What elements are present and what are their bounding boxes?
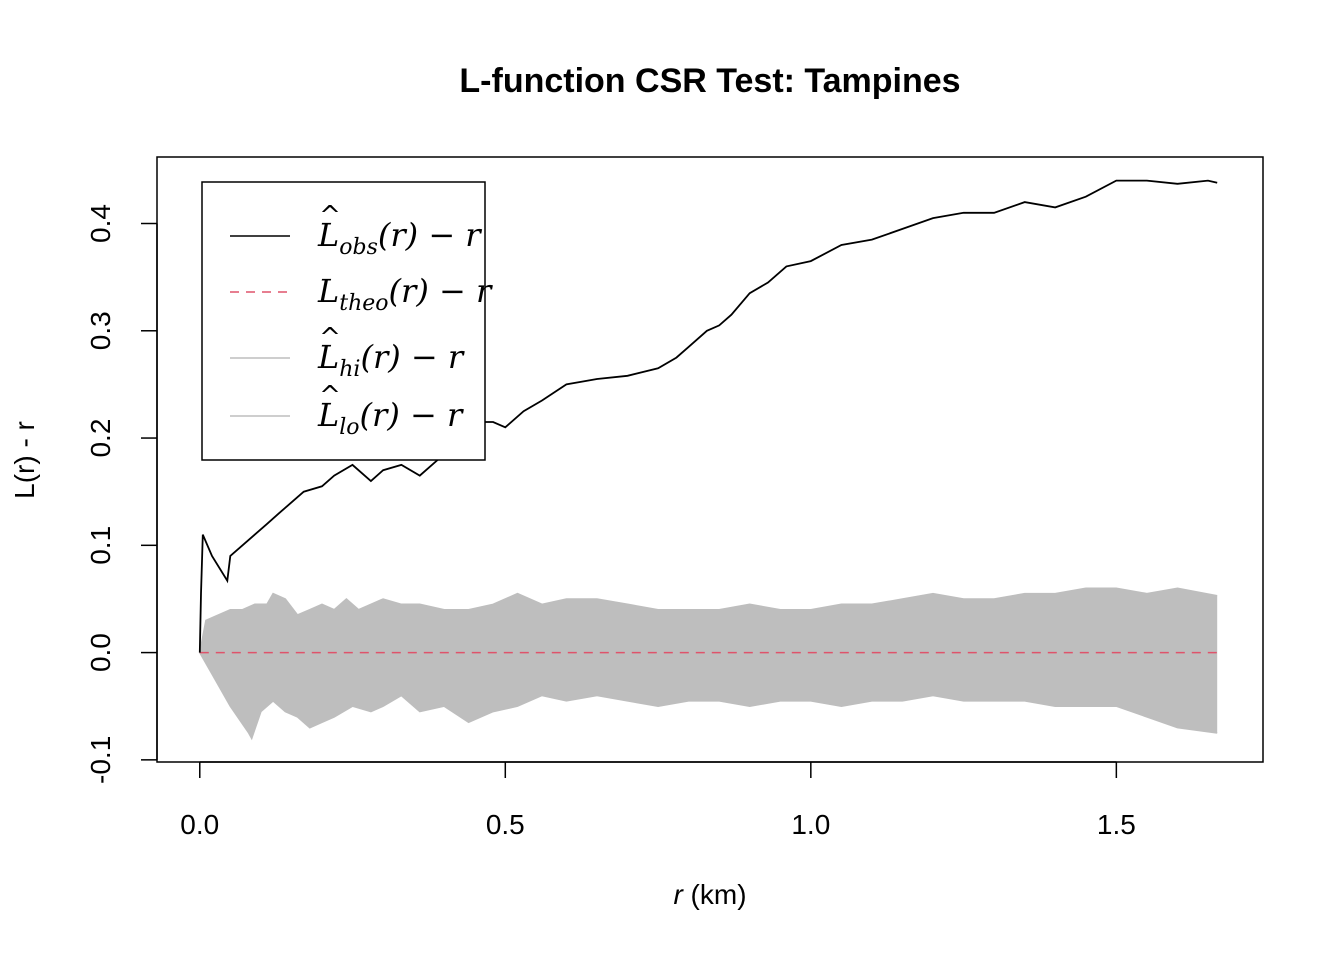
series-line-obs bbox=[198, 179, 1218, 653]
legend-hat-lo: ^ bbox=[319, 381, 341, 411]
legend-label-obs: Lobs(r) − r bbox=[317, 216, 482, 260]
x-axis-label: r (km) bbox=[673, 879, 746, 910]
x-tick-label: 1.5 bbox=[1097, 809, 1136, 840]
legend-hat-obs: ^ bbox=[319, 201, 341, 231]
y-tick-label: 0.1 bbox=[85, 526, 116, 565]
x-tick-label: 0.5 bbox=[486, 809, 525, 840]
y-tick-label: 0.0 bbox=[85, 633, 116, 672]
y-tick-label: -0.1 bbox=[85, 736, 116, 784]
legend-box bbox=[201, 181, 486, 461]
x-tick-label: 1.0 bbox=[791, 809, 830, 840]
y-tick-label: 0.4 bbox=[85, 204, 116, 243]
y-axis-label: L(r) - r bbox=[9, 421, 40, 499]
series-line-hi bbox=[199, 587, 1218, 653]
series-line-layer bbox=[198, 179, 1218, 741]
x-tick-label: 0.0 bbox=[180, 809, 219, 840]
envelope-band-layer bbox=[199, 588, 1218, 739]
y-tick-label: 0.3 bbox=[85, 311, 116, 350]
legend-hat-hi: ^ bbox=[319, 323, 341, 353]
y-axis: -0.1 0.0 0.1 0.2 0.3 0.4 bbox=[85, 204, 158, 784]
y-tick-label: 0.2 bbox=[85, 419, 116, 458]
x-axis: 0.0 0.5 1.0 1.5 bbox=[180, 761, 1136, 840]
legend-label-hi: Lhi(r) − r bbox=[317, 338, 465, 382]
legend-label-lo: Llo(r) − r bbox=[317, 396, 464, 440]
envelope-band bbox=[199, 588, 1218, 739]
legend-label-theo: Ltheo(r) − r bbox=[317, 272, 493, 316]
chart-title: L-function CSR Test: Tampines bbox=[459, 62, 960, 100]
series-line-lo bbox=[199, 652, 1218, 741]
